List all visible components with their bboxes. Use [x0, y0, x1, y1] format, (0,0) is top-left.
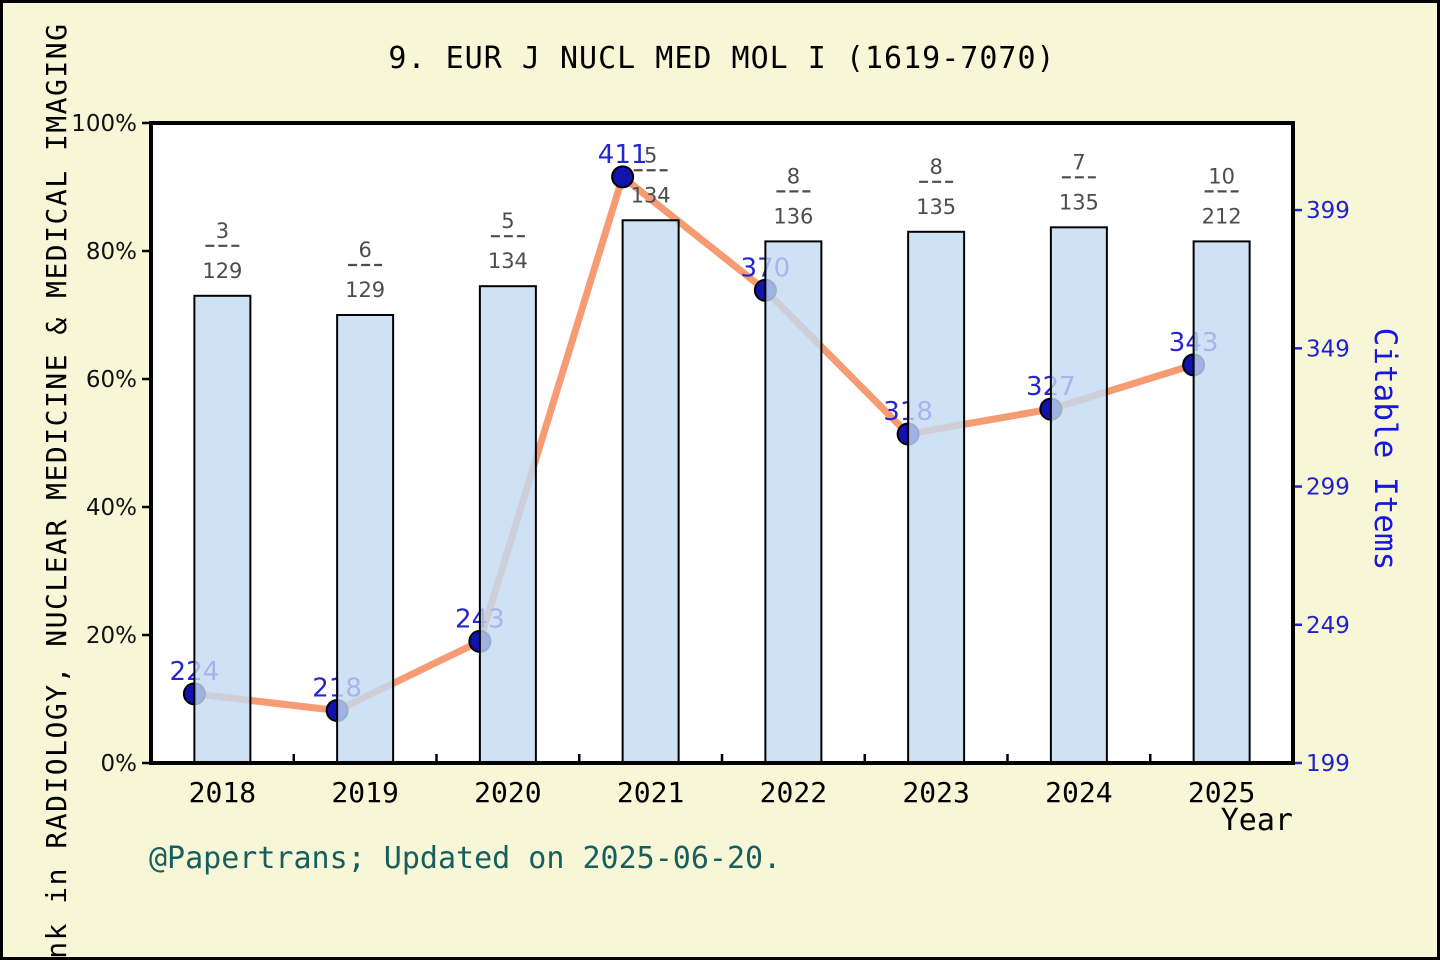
- x-tick-label-2025: 2025: [1188, 776, 1255, 809]
- x-tick-label-2019: 2019: [331, 776, 398, 809]
- fraction-denominator-2025: 212: [1202, 204, 1242, 228]
- x-tick-label-2021: 2021: [617, 776, 684, 809]
- plot-area: [151, 123, 1293, 763]
- right-tick-label-299: 299: [1306, 475, 1350, 501]
- x-tick-label-2023: 2023: [902, 776, 969, 809]
- plot-border: [149, 121, 1295, 765]
- x-tick-label-2020: 2020: [474, 776, 541, 809]
- bar-2018: [193, 294, 252, 764]
- fraction-numerator-2021: 5: [644, 143, 657, 167]
- fraction-numerator-2018: 3: [216, 219, 229, 243]
- x-axis-title: Year: [1220, 803, 1293, 838]
- bar-2024: [1049, 226, 1108, 764]
- right-tick-label-249: 249: [1306, 613, 1350, 639]
- fraction-numerator-2022: 8: [787, 164, 800, 188]
- fraction-denominator-2024: 135: [1059, 190, 1099, 214]
- line-point-2021: [611, 165, 635, 189]
- attribution-text: @Papertrans; Updated on 2025-06-20.: [149, 841, 782, 876]
- left-tick-label-20%: 20%: [86, 623, 137, 649]
- bar-2020: [478, 285, 537, 764]
- chart-title: 9. EUR J NUCL MED MOL I (1619-7070): [388, 41, 1056, 76]
- right-tick-label-349: 349: [1306, 336, 1350, 362]
- fraction-denominator-2023: 135: [916, 195, 956, 219]
- left-tick-label-100%: 100%: [71, 111, 137, 137]
- bar-2023: [907, 230, 966, 765]
- fraction-numerator-2019: 6: [358, 238, 371, 262]
- fraction-numerator-2020: 5: [501, 209, 514, 233]
- fraction-denominator-2019: 129: [345, 278, 385, 302]
- x-tick-label-2024: 2024: [1045, 776, 1112, 809]
- fraction-numerator-2024: 7: [1072, 150, 1085, 174]
- right-tick-label-199: 199: [1306, 751, 1350, 777]
- left-tick-label-0%: 0%: [101, 751, 138, 777]
- bar-2022: [764, 240, 823, 764]
- bar-2019: [336, 314, 395, 764]
- x-tick-label-2022: 2022: [760, 776, 827, 809]
- chart-plot-svg: 2242182434113703183273433129612951345134…: [71, 111, 1350, 809]
- fraction-numerator-2025: 10: [1208, 164, 1235, 188]
- right-tick-label-399: 399: [1306, 198, 1350, 224]
- x-tick-label-2018: 2018: [189, 776, 256, 809]
- fraction-denominator-2022: 136: [773, 204, 813, 228]
- right-axis-title: Citable Items: [1367, 327, 1403, 571]
- bar-2021: [621, 219, 680, 764]
- point-label-2021: 411: [598, 140, 648, 170]
- left-axis-title: Rank in RADIOLOGY, NUCLEAR MEDICINE & ME…: [40, 22, 73, 960]
- bar-2025: [1192, 240, 1251, 764]
- fraction-denominator-2020: 134: [488, 249, 528, 273]
- fraction-denominator-2021: 134: [631, 183, 671, 207]
- left-tick-label-40%: 40%: [86, 495, 137, 521]
- left-tick-label-80%: 80%: [86, 239, 137, 265]
- fraction-numerator-2023: 8: [929, 155, 942, 179]
- fraction-denominator-2018: 129: [202, 259, 242, 283]
- left-tick-label-60%: 60%: [86, 367, 137, 393]
